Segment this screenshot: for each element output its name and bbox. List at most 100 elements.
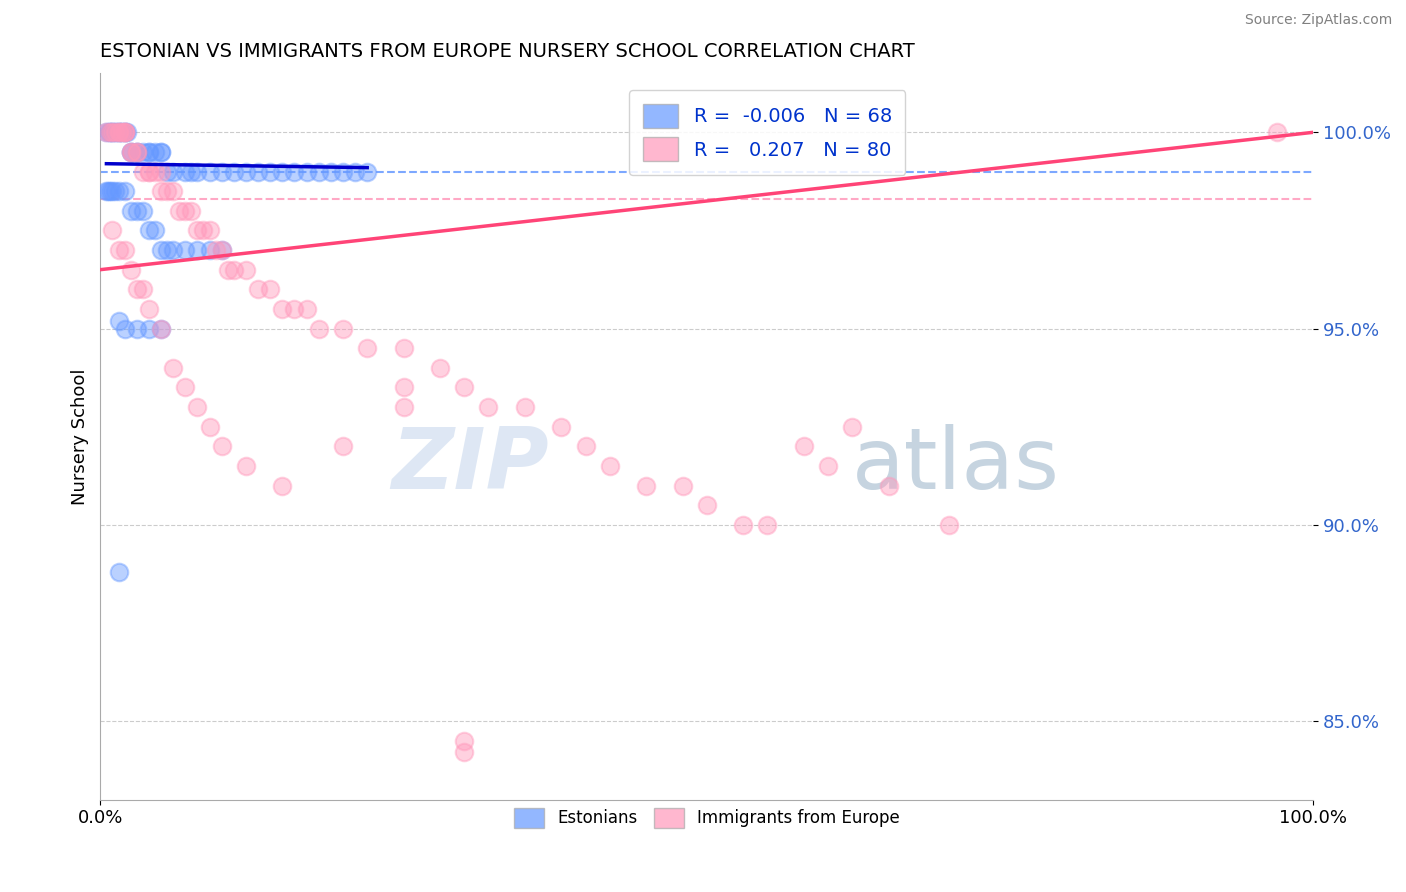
Point bbox=[793, 439, 815, 453]
Point bbox=[120, 262, 142, 277]
Point bbox=[150, 145, 173, 159]
Point bbox=[841, 419, 863, 434]
Point bbox=[132, 145, 155, 159]
Point bbox=[599, 458, 621, 473]
Point bbox=[120, 145, 142, 159]
Point bbox=[283, 164, 305, 178]
Point bbox=[332, 164, 354, 178]
Point bbox=[477, 400, 499, 414]
Point bbox=[114, 321, 136, 335]
Y-axis label: Nursery School: Nursery School bbox=[72, 368, 89, 505]
Point bbox=[150, 243, 173, 257]
Point bbox=[211, 243, 233, 257]
Point bbox=[295, 301, 318, 316]
Point bbox=[107, 125, 129, 139]
Point bbox=[186, 400, 208, 414]
Point bbox=[271, 478, 294, 492]
Point bbox=[938, 517, 960, 532]
Point bbox=[429, 360, 451, 375]
Point bbox=[101, 125, 124, 139]
Point bbox=[271, 301, 294, 316]
Point bbox=[733, 517, 755, 532]
Point bbox=[453, 733, 475, 747]
Point bbox=[356, 164, 378, 178]
Point bbox=[180, 203, 202, 218]
Point bbox=[104, 184, 127, 198]
Point bbox=[1265, 125, 1288, 139]
Point bbox=[114, 125, 136, 139]
Point bbox=[132, 164, 155, 178]
Point bbox=[150, 164, 173, 178]
Point bbox=[696, 498, 718, 512]
Point bbox=[392, 400, 415, 414]
Point bbox=[332, 439, 354, 453]
Point bbox=[211, 439, 233, 453]
Point bbox=[114, 243, 136, 257]
Point bbox=[125, 145, 148, 159]
Point bbox=[97, 184, 120, 198]
Point bbox=[574, 439, 596, 453]
Point bbox=[111, 125, 134, 139]
Point bbox=[162, 243, 184, 257]
Point bbox=[115, 125, 138, 139]
Point bbox=[114, 184, 136, 198]
Point bbox=[162, 360, 184, 375]
Point bbox=[107, 125, 129, 139]
Point bbox=[101, 125, 124, 139]
Point bbox=[101, 125, 124, 139]
Point bbox=[167, 203, 190, 218]
Point bbox=[98, 184, 121, 198]
Point bbox=[138, 164, 160, 178]
Point bbox=[877, 478, 900, 492]
Point bbox=[138, 145, 160, 159]
Point bbox=[120, 145, 142, 159]
Point bbox=[125, 203, 148, 218]
Point bbox=[138, 145, 160, 159]
Point bbox=[97, 125, 120, 139]
Point bbox=[107, 314, 129, 328]
Point bbox=[156, 243, 179, 257]
Point bbox=[138, 321, 160, 335]
Point bbox=[344, 164, 367, 178]
Point bbox=[96, 184, 118, 198]
Point bbox=[138, 223, 160, 237]
Point bbox=[332, 321, 354, 335]
Point bbox=[125, 321, 148, 335]
Point bbox=[125, 145, 148, 159]
Point bbox=[107, 565, 129, 579]
Point bbox=[107, 243, 129, 257]
Point bbox=[111, 125, 134, 139]
Point bbox=[125, 282, 148, 296]
Point bbox=[104, 125, 127, 139]
Point bbox=[271, 164, 294, 178]
Point bbox=[162, 164, 184, 178]
Point bbox=[198, 243, 221, 257]
Point bbox=[283, 301, 305, 316]
Point bbox=[513, 400, 536, 414]
Point bbox=[143, 223, 166, 237]
Point bbox=[308, 164, 330, 178]
Point bbox=[107, 125, 129, 139]
Point bbox=[295, 164, 318, 178]
Point bbox=[162, 184, 184, 198]
Point bbox=[120, 203, 142, 218]
Point bbox=[174, 203, 197, 218]
Point bbox=[120, 145, 142, 159]
Point bbox=[107, 184, 129, 198]
Point bbox=[138, 164, 160, 178]
Point bbox=[217, 262, 239, 277]
Point bbox=[222, 262, 245, 277]
Point bbox=[101, 184, 124, 198]
Text: ZIP: ZIP bbox=[391, 424, 550, 507]
Point bbox=[174, 380, 197, 394]
Point bbox=[114, 125, 136, 139]
Point bbox=[132, 203, 155, 218]
Point bbox=[156, 164, 179, 178]
Point bbox=[174, 164, 197, 178]
Point bbox=[356, 341, 378, 355]
Point bbox=[114, 125, 136, 139]
Point bbox=[235, 164, 257, 178]
Point bbox=[104, 125, 127, 139]
Point bbox=[319, 164, 342, 178]
Point bbox=[132, 282, 155, 296]
